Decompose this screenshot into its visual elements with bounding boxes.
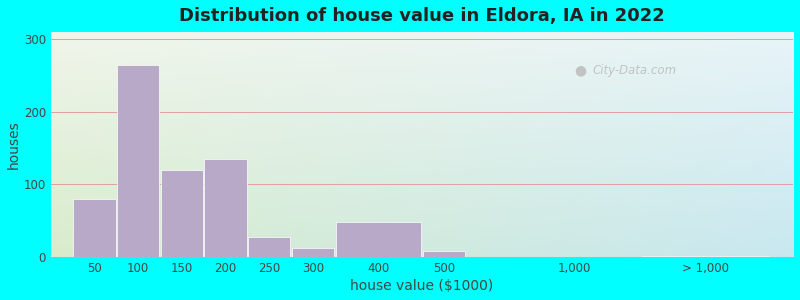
Text: City-Data.com: City-Data.com <box>593 64 677 77</box>
X-axis label: house value ($1000): house value ($1000) <box>350 279 494 293</box>
Bar <box>204 159 246 257</box>
Bar <box>117 65 159 257</box>
Bar <box>336 222 421 257</box>
Bar <box>161 170 203 257</box>
Bar <box>422 251 465 257</box>
Bar <box>642 256 770 257</box>
Bar <box>74 199 116 257</box>
Bar <box>292 248 334 257</box>
Y-axis label: houses: houses <box>7 120 21 169</box>
Bar <box>248 237 290 257</box>
Text: ●: ● <box>574 63 586 77</box>
Title: Distribution of house value in Eldora, IA in 2022: Distribution of house value in Eldora, I… <box>179 7 665 25</box>
